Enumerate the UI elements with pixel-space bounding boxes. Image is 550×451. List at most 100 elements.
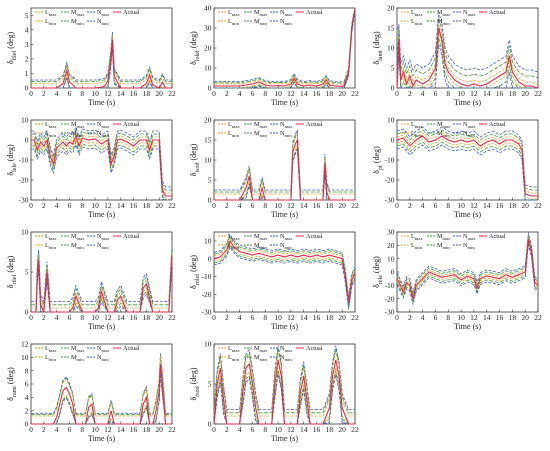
legend-label-lmax: Lmax: [45, 233, 57, 241]
x-axis-label: Time (s): [88, 322, 115, 331]
series-line-actual: [213, 239, 356, 304]
legend-label-mmin: Mmin: [71, 18, 84, 26]
legend-label-lmin: Lmin: [228, 18, 240, 26]
y-tick-label: -10: [385, 156, 395, 165]
y-axis-label: δlamt (deg): [372, 31, 384, 65]
legend-label-actual: Actual: [123, 121, 140, 128]
x-tick-label: 0: [29, 425, 33, 434]
series-line-lmin: [31, 44, 172, 89]
chart-panel-9: 0 2 4 6 8 10 12 14 16 18 20 22-30-20-100102030Time …: [372, 228, 542, 331]
series-line-lmax: [396, 132, 538, 194]
y-tick-label: 20: [387, 241, 395, 250]
legend-label-nmax: Nmax: [97, 345, 110, 353]
series-line-mmin: [31, 140, 172, 201]
y-axis-label: δlilef (deg): [6, 32, 18, 65]
x-tick-label: 2: [225, 313, 229, 322]
legend: Lmax Mmax Nmax Actual Lmin Mmin Nmin: [218, 121, 323, 138]
legend-label-lmax: Lmax: [45, 345, 57, 353]
legend-label-mmin: Mmin: [437, 130, 450, 138]
legend-label-lmax: Lmax: [411, 9, 423, 17]
x-tick-label: 14: [483, 201, 491, 210]
series-line-nmax: [396, 232, 539, 293]
x-tick-label: 8: [80, 425, 84, 434]
x-tick-label: 16: [130, 201, 138, 210]
legend-label-nmax: Nmax: [97, 121, 110, 129]
legend-label-mmin: Mmin: [254, 354, 267, 362]
x-tick-label: 18: [509, 201, 517, 210]
x-tick-label: 0: [395, 89, 399, 98]
y-tick-label: -20: [202, 290, 212, 299]
series-line-mmax: [396, 129, 538, 191]
legend-label-nmax: Nmax: [463, 121, 476, 129]
series-line-nmax: [214, 7, 356, 83]
x-tick-label: 12: [470, 313, 478, 322]
x-tick-label: 10: [91, 425, 99, 434]
x-tick-label: 20: [155, 89, 163, 98]
x-tick-label: 4: [421, 313, 425, 322]
x-tick-label: 22: [168, 89, 176, 98]
legend-label-actual: Actual: [489, 9, 506, 16]
x-tick-label: 16: [313, 89, 321, 98]
series-line-mmax: [31, 33, 172, 83]
legend-label-nmax: Nmax: [280, 345, 293, 353]
legend-label-nmin: Nmin: [463, 130, 475, 138]
y-tick-label: 10: [21, 353, 29, 362]
series-line-nmin: [213, 374, 355, 425]
legend-label-mmax: Mmax: [71, 121, 85, 129]
series-line-lmin: [396, 138, 538, 200]
x-tick-label: 16: [313, 201, 321, 210]
legend-label-mmax: Mmax: [254, 345, 268, 353]
x-tick-label: 14: [117, 313, 125, 322]
legend-label-lmax: Lmax: [411, 233, 423, 241]
legend-label-mmin: Mmin: [437, 18, 450, 26]
series-line-nmin: [31, 374, 172, 425]
y-tick-label: -30: [19, 196, 29, 205]
y-tick-label: 4: [25, 393, 29, 402]
series-line-lmax: [396, 23, 539, 85]
x-tick-label: 16: [496, 89, 504, 98]
x-tick-label: 0: [29, 201, 33, 210]
x-tick-label: 18: [509, 313, 517, 322]
legend-label-lmin: Lmin: [228, 130, 240, 138]
x-axis-label: Time (s): [88, 434, 115, 443]
x-tick-label: 10: [91, 89, 99, 98]
legend-label-nmin: Nmin: [97, 18, 109, 26]
y-axis-label: δlolef (deg): [189, 31, 201, 65]
y-axis-label: δlele (deg): [6, 144, 18, 176]
x-tick-label: 14: [300, 425, 308, 434]
legend: Lmax Mmax Nmax Actual Lmin Mmin Nmin: [35, 9, 140, 26]
series-line-actual: [396, 27, 539, 89]
x-tick-label: 22: [351, 89, 359, 98]
legend-label-nmin: Nmin: [280, 354, 292, 362]
y-tick-label: 20: [387, 4, 395, 13]
x-tick-label: 2: [42, 201, 46, 210]
x-tick-label: 0: [212, 89, 216, 98]
x-tick-label: 8: [80, 313, 84, 322]
x-tick-label: 8: [446, 89, 450, 98]
legend-label-mmax: Mmax: [437, 121, 451, 129]
legend-label-nmax: Nmax: [463, 9, 476, 17]
series-line-nmax: [396, 126, 538, 188]
y-tick-label: 10: [387, 44, 395, 53]
legend-label-lmin: Lmin: [411, 130, 423, 138]
legend-label-lmin: Lmin: [411, 242, 423, 250]
x-axis-label: Time (s): [454, 210, 481, 219]
y-tick-label: -10: [19, 156, 29, 165]
y-tick-label: 8: [25, 366, 29, 375]
legend-label-actual: Actual: [306, 121, 323, 128]
y-axis-label: δrolef (deg): [189, 255, 201, 289]
x-axis-label: Time (s): [88, 210, 115, 219]
x-tick-label: 4: [238, 425, 242, 434]
x-tick-label: 20: [155, 425, 163, 434]
series-line-lmin: [31, 137, 172, 200]
legend-label-lmin: Lmin: [228, 242, 240, 250]
y-tick-label: 20: [204, 44, 212, 53]
legend-label-actual: Actual: [489, 233, 506, 240]
y-tick-label: 15: [204, 136, 212, 145]
series-line-mmax: [213, 235, 356, 299]
y-tick-label: -30: [202, 308, 212, 317]
legend-label-mmax: Mmax: [254, 233, 268, 241]
x-tick-label: 2: [42, 89, 46, 98]
x-tick-label: 6: [251, 89, 255, 98]
legend-label-mmax: Mmax: [71, 233, 85, 241]
